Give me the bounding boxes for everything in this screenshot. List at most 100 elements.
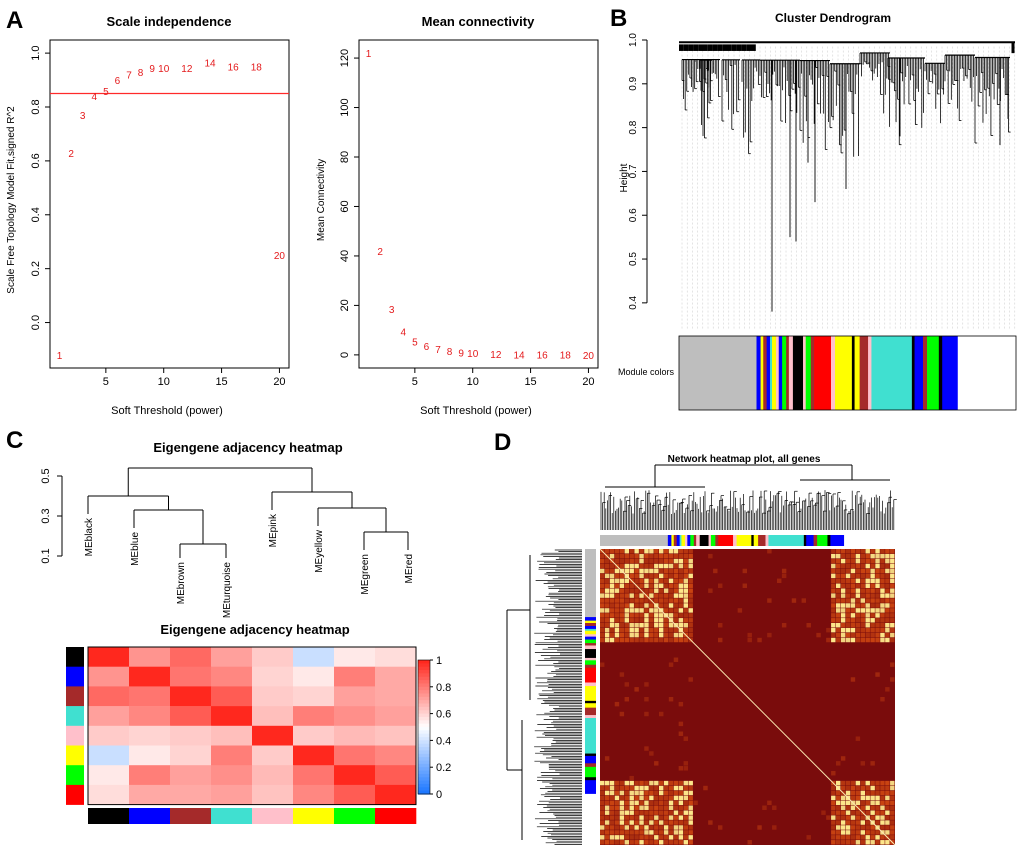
eigengene-legend-swatch (418, 777, 430, 782)
network-heatmap-cell (624, 795, 630, 801)
network-heatmap-cell (678, 578, 684, 584)
network-heatmap-cell (850, 623, 856, 628)
network-heatmap-cell (860, 825, 866, 830)
network-heatmap-cell (600, 603, 605, 608)
network-heatmap-cell (831, 618, 836, 623)
network-heatmap-cell (659, 840, 664, 845)
cluster-ytick-label: 0.5 (628, 252, 639, 266)
network-heatmap-cell (624, 558, 630, 564)
network-heatmap-cell (855, 583, 861, 588)
network-heatmap-cell (831, 598, 836, 603)
network-heatmap-cell (683, 810, 689, 815)
network-heatmap-cell (629, 563, 634, 569)
network-heatmap-cell (629, 603, 634, 608)
network-heatmap-cell (649, 588, 654, 593)
network-heatmap-cell (649, 820, 654, 825)
eigengene-heatmap-cell (170, 686, 212, 707)
network-heatmap-cell (678, 632, 684, 638)
network-heatmap-cell (850, 563, 856, 569)
network-heatmap-cell (600, 795, 605, 801)
network-heatmap-cell (890, 583, 895, 588)
network-heatmap-cell (678, 618, 684, 623)
network-heatmap-cell (865, 820, 870, 825)
network-heatmap-cell (875, 558, 880, 564)
network-heatmap-cell (885, 840, 890, 845)
network-heatmap-cell (624, 825, 630, 830)
network-heatmap-cell (718, 623, 723, 628)
network-heatmap-cell (865, 573, 870, 579)
network-heatmap-cell (747, 637, 752, 643)
network-heatmap-cell (649, 553, 654, 559)
network-heatmap-cell (609, 553, 615, 559)
eigengene-heatmap-cell (211, 666, 253, 687)
cluster-branch (703, 44, 708, 51)
scale-independence-point-label: 4 (91, 92, 97, 103)
network-heatmap-cell (624, 553, 630, 559)
network-heatmap-cell (644, 795, 649, 801)
network-heatmap-cell (673, 563, 679, 569)
network-heatmap-cell (663, 549, 669, 554)
network-heatmap-cell (845, 825, 851, 830)
network-heatmap-cell (654, 795, 659, 801)
network-heatmap-cell (639, 805, 644, 810)
network-heatmap-cell (860, 588, 866, 593)
network-heatmap-cell (668, 588, 674, 593)
network-heatmap-cell (708, 553, 713, 559)
network-heatmap-cell (654, 830, 659, 835)
network-heatmap-cell (718, 825, 723, 830)
network-heatmap-cell (885, 553, 890, 559)
network-heatmap-cell (678, 810, 684, 815)
network-heatmap-cell (860, 578, 866, 584)
network-heatmap-cell (865, 603, 870, 608)
network-heatmap-cell (875, 553, 880, 559)
network-heatmap-cell (870, 637, 875, 643)
network-heatmap-cell (654, 593, 659, 598)
network-heatmap-cell (890, 588, 895, 593)
mean-connectivity-point-label: 2 (377, 247, 383, 258)
network-heatmap-cell (688, 563, 693, 569)
network-heatmap-cell (649, 563, 654, 569)
network-heatmap-cell (683, 613, 689, 618)
module-color-segment (911, 336, 915, 410)
network-heatmap-cell (865, 632, 870, 638)
network-heatmap-cell (885, 830, 890, 835)
mean-connectivity-xlabel: Soft Threshold (power) (420, 405, 532, 417)
network-heatmap-cell (654, 815, 659, 820)
network-heatmap-cell (663, 573, 669, 579)
network-heatmap-cell (762, 805, 767, 810)
cluster-branch (707, 44, 713, 51)
eigengene-heatmap-cell (334, 745, 376, 766)
network-heatmap-cell (609, 780, 615, 786)
eigengene-col-color (211, 808, 253, 824)
network-heatmap-cell (880, 805, 885, 810)
eigengene-heatmap-cell (170, 784, 212, 805)
network-heatmap-cell (614, 805, 620, 810)
network-heatmap-cell (604, 795, 610, 801)
network-heatmap-cell (850, 603, 856, 608)
network-heatmap-cell (885, 603, 890, 608)
network-heatmap-cell (683, 593, 689, 598)
network-heatmap-cell (634, 637, 639, 643)
network-heatmap-cell (880, 553, 885, 559)
network-heatmap-cell (865, 805, 870, 810)
network-heatmap-cell (644, 830, 649, 835)
network-heatmap-cell (831, 563, 836, 569)
network-heatmap-cell (870, 583, 875, 588)
network-col-color (696, 535, 701, 546)
network-heatmap-cell (885, 623, 890, 628)
cluster-branch (741, 44, 747, 51)
network-heatmap-cell (688, 608, 693, 613)
eigengene-ytick-label: 0.5 (40, 468, 52, 483)
network-heatmap-cell (668, 830, 674, 835)
network-heatmap-cell (663, 800, 669, 806)
network-heatmap-cell (781, 623, 787, 628)
network-heatmap-cell (855, 608, 861, 613)
network-heatmap-cell (609, 800, 615, 806)
network-heatmap-cell (870, 608, 875, 613)
network-heatmap-cell (860, 835, 866, 840)
network-heatmap-cell (890, 558, 895, 564)
network-heatmap-cell (890, 598, 895, 603)
network-heatmap-cell (629, 825, 634, 830)
cluster-branch (731, 44, 737, 51)
eigengene-heatmap-cell (129, 725, 171, 746)
